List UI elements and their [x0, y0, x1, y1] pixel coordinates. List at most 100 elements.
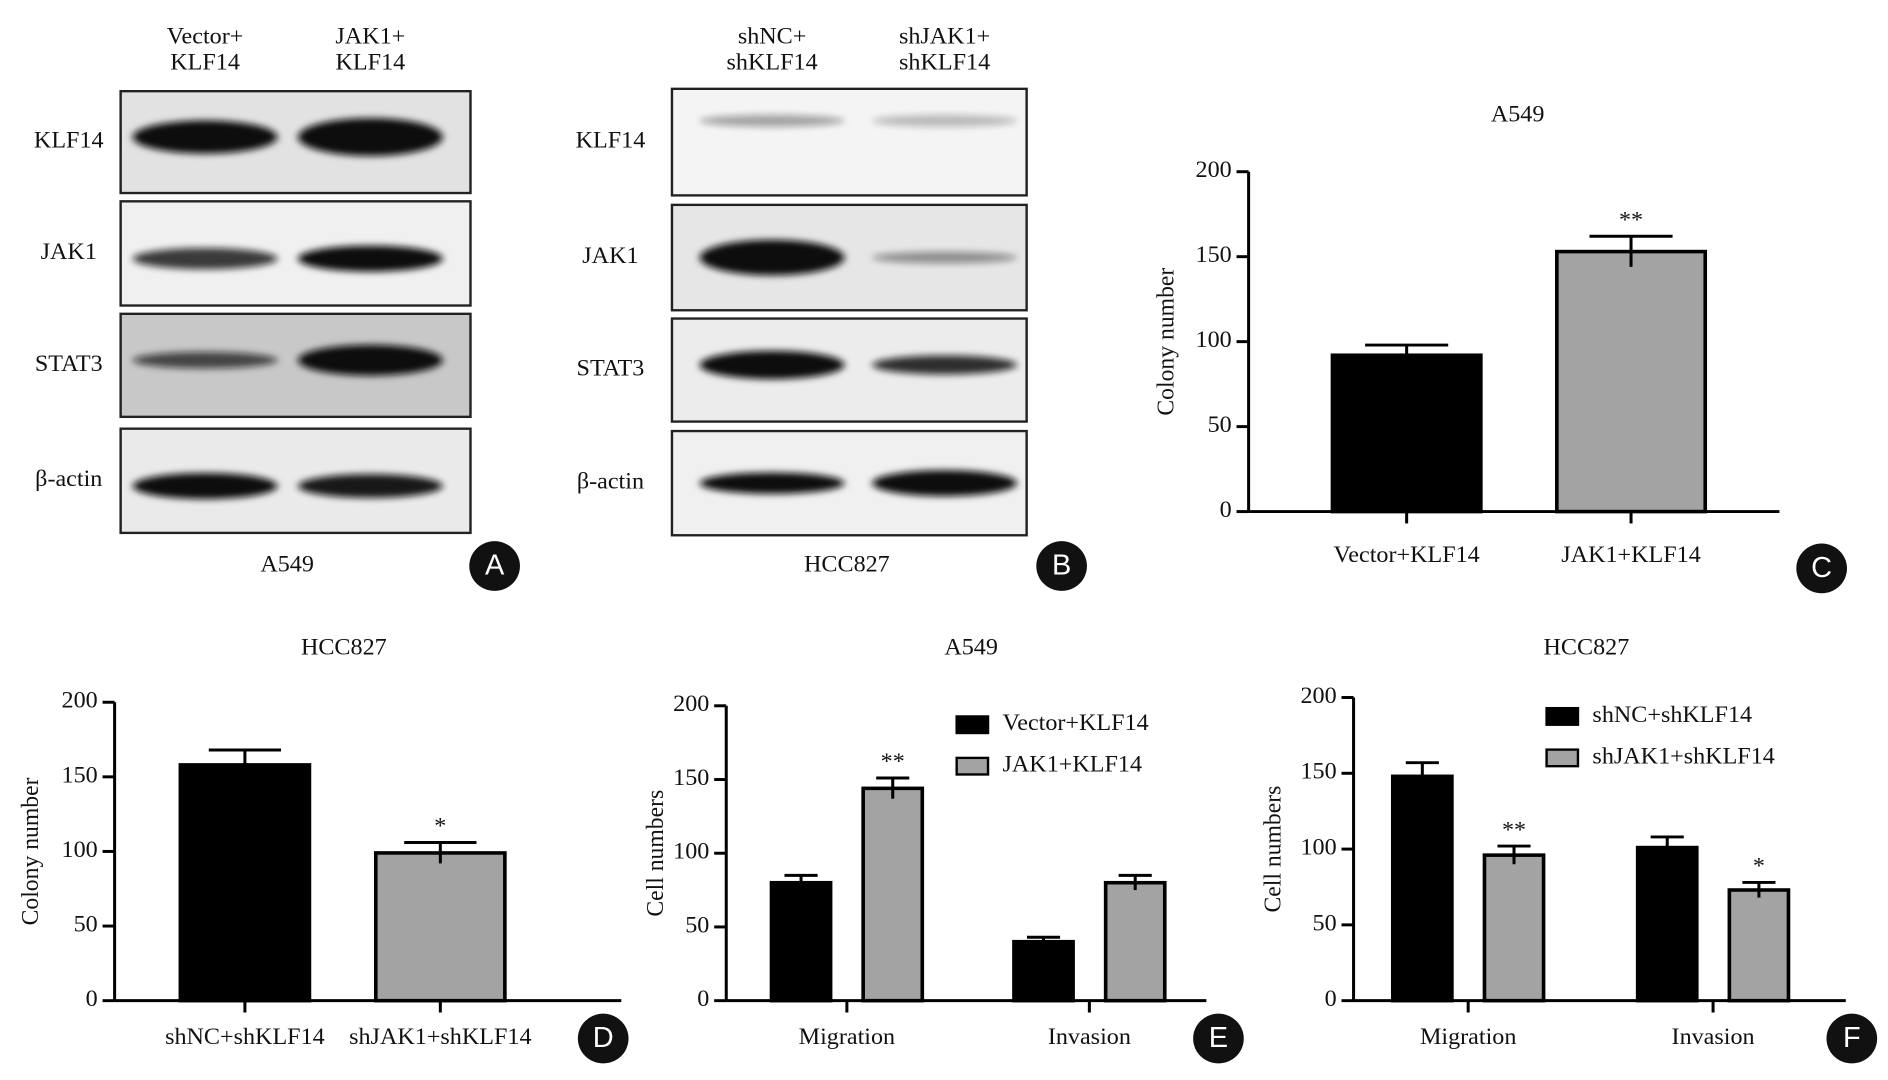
x-tick-label: Migration: [799, 1024, 895, 1050]
bar: [1012, 939, 1075, 1003]
chart-title: A549: [1491, 102, 1545, 128]
y-tick-label: 0: [1220, 497, 1232, 523]
chart-title: HCC827: [1544, 635, 1630, 661]
y-tick-label: 0: [697, 986, 709, 1012]
band: [132, 351, 278, 369]
bar: [373, 851, 507, 1003]
bar: [1103, 880, 1167, 1003]
protein-label: STAT3: [577, 356, 645, 382]
panel-badge: [1036, 541, 1087, 591]
protein-label: JAK1: [582, 243, 638, 269]
bar: [1330, 353, 1483, 514]
band: [872, 355, 1017, 375]
panel-letter: A: [485, 550, 505, 582]
chart-title: A549: [944, 635, 998, 661]
x-tick-label: shJAK1+shKLF14: [349, 1024, 531, 1050]
panel-badge: [469, 541, 520, 591]
band: [132, 120, 278, 154]
blot-frame: [670, 87, 1028, 197]
chart-title: HCC827: [301, 635, 387, 661]
y-tick-label: 200: [673, 691, 709, 717]
y-tick-label: 50: [74, 912, 98, 938]
band: [872, 470, 1017, 497]
panel-letter: C: [1811, 552, 1832, 584]
panel-badge: [1193, 1013, 1244, 1064]
y-tick-label: 150: [62, 762, 98, 788]
bar: [178, 763, 312, 1003]
legend-swatch: [955, 715, 990, 735]
protein-label: β-actin: [35, 466, 102, 492]
error-bar: [1497, 844, 1531, 865]
legend-label: JAK1+KLF14: [1003, 752, 1143, 778]
band: [699, 350, 845, 380]
band: [132, 247, 278, 270]
error-bar: [1650, 835, 1684, 859]
y-tick-label: 150: [673, 765, 709, 791]
lane-label: shJAK1+: [899, 24, 990, 50]
bar: [1555, 249, 1708, 514]
bar: [1635, 845, 1699, 1003]
lane-label: KLF14: [170, 50, 240, 76]
band: [132, 472, 278, 500]
bar: [769, 880, 833, 1003]
y-tick-label: 50: [1208, 412, 1232, 438]
y-axis-label: Colony number: [1153, 268, 1179, 416]
error-bar: [1118, 873, 1152, 891]
error-bar: [1589, 234, 1673, 267]
band: [297, 344, 443, 376]
band: [297, 245, 443, 272]
error-bar: [1742, 880, 1776, 898]
error-bar: [784, 873, 818, 891]
legend-label: shNC+shKLF14: [1592, 702, 1752, 728]
x-tick-label: Vector+KLF14: [1334, 542, 1480, 568]
significance: *: [434, 814, 446, 840]
band: [699, 239, 845, 276]
panel-letter: E: [1209, 1022, 1228, 1054]
panel-badge: [577, 1013, 629, 1064]
y-tick-label: 0: [1325, 986, 1337, 1012]
legend-label: shJAK1+shKLF14: [1592, 744, 1774, 770]
panel-letter: D: [593, 1022, 614, 1054]
y-tick-label: 100: [62, 837, 98, 863]
bar: [1727, 888, 1791, 1003]
y-tick-label: 200: [1301, 683, 1337, 709]
error-bar: [1405, 761, 1439, 790]
y-tick-label: 200: [62, 688, 98, 714]
legend-label: Vector+KLF14: [1003, 710, 1149, 736]
panel-letter: F: [1843, 1022, 1861, 1054]
error-bar: [1026, 935, 1061, 947]
lane-label: shKLF14: [727, 50, 818, 76]
y-tick-label: 50: [685, 913, 709, 939]
legend-swatch: [955, 756, 990, 776]
y-axis-label: Cell numbers: [1261, 786, 1287, 913]
error-bar: [876, 776, 910, 799]
error-bar: [1365, 343, 1449, 366]
legend-swatch: [1545, 748, 1580, 768]
band: [297, 118, 443, 156]
y-axis-label: Cell numbers: [643, 790, 669, 917]
x-tick-label: Migration: [1420, 1024, 1516, 1050]
lane-label: JAK1+: [335, 24, 405, 50]
band: [872, 114, 1017, 127]
y-axis-label: Colony number: [18, 777, 44, 925]
lane-label: Vector+: [167, 24, 244, 50]
y-tick-label: 150: [1301, 759, 1337, 785]
y-tick-label: 100: [1301, 835, 1337, 861]
protein-label: JAK1: [41, 239, 97, 265]
x-tick-label: Invasion: [1048, 1024, 1131, 1050]
significance: *: [1753, 854, 1765, 880]
y-tick-label: 100: [1196, 327, 1232, 353]
band: [699, 472, 845, 494]
protein-label: STAT3: [35, 351, 103, 377]
bar: [1482, 853, 1546, 1003]
legend-swatch: [1545, 706, 1580, 726]
lane-label: KLF14: [336, 50, 406, 76]
cell-line: A549: [260, 552, 314, 578]
band: [297, 474, 443, 498]
panel-badge: [1796, 543, 1847, 594]
panel-badge: [1826, 1013, 1878, 1064]
x-tick-label: Invasion: [1672, 1024, 1755, 1050]
protein-label: KLF14: [34, 128, 104, 154]
y-tick-label: 50: [1313, 910, 1337, 936]
